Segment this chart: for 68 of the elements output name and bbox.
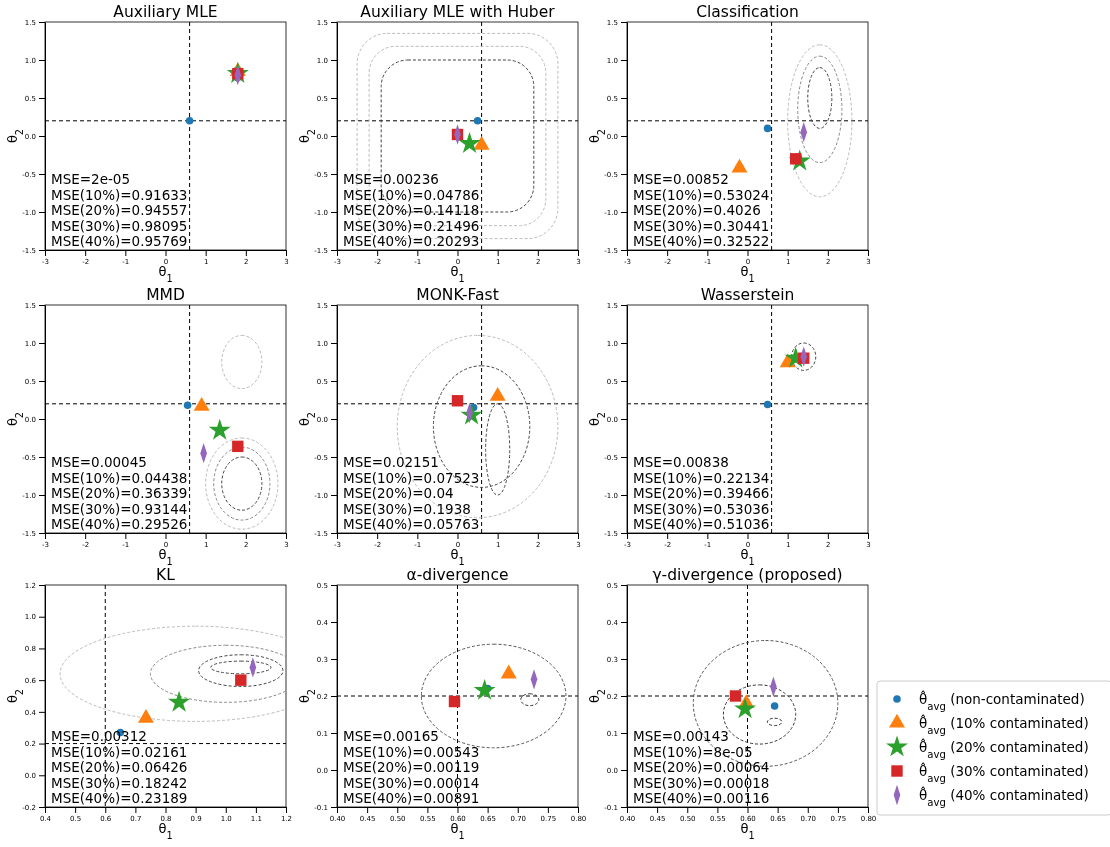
x-axis-title: θ$_{1}$ bbox=[450, 547, 465, 567]
chart-title: Auxiliary MLE bbox=[113, 3, 218, 21]
annotation: MSE(20%)=0.4026 bbox=[633, 202, 761, 218]
annotation: MSE=2e-05 bbox=[51, 171, 131, 187]
annotation: MSE(10%)=0.07523 bbox=[343, 469, 480, 486]
x-axis-title: θ$_{1}$ bbox=[740, 821, 755, 841]
legend-label: θ̂$_{avg}$ (10% contaminated) bbox=[919, 713, 1089, 736]
annotation: MSE(40%)=0.32522 bbox=[633, 233, 770, 249]
annotation: MSE(40%)=0.05763 bbox=[343, 516, 480, 532]
legend-label: θ̂$_{avg}$ (20% contaminated) bbox=[919, 737, 1089, 760]
annotation: MSE(30%)=0.53036 bbox=[633, 500, 770, 517]
annotation: MSE(10%)=0.00543 bbox=[343, 743, 480, 760]
annotation: MSE=0.00143 bbox=[633, 728, 729, 744]
annotation: MSE(20%)=0.00119 bbox=[343, 759, 480, 775]
annotation: MSE(10%)=8e-05 bbox=[633, 743, 753, 760]
annotation: MSE(10%)=0.02161 bbox=[51, 743, 188, 760]
annotation: MSE(30%)=0.1938 bbox=[343, 500, 471, 517]
annotation: MSE(30%)=0.30441 bbox=[633, 217, 770, 234]
annotation: MSE(20%)=0.14118 bbox=[343, 202, 480, 218]
annotation: MSE(10%)=0.91633 bbox=[51, 186, 188, 203]
annotation: MSE=0.00045 bbox=[51, 454, 147, 470]
chart-title: Auxiliary MLE with Huber bbox=[360, 3, 556, 21]
annotation: MSE=0.00236 bbox=[343, 171, 439, 187]
annotation: MSE(40%)=0.23189 bbox=[51, 790, 188, 806]
chart-title: Wasserstein bbox=[700, 286, 795, 304]
annotation: MSE(20%)=0.04 bbox=[343, 485, 454, 501]
annotation: MSE=0.00852 bbox=[633, 171, 729, 187]
annotation: MSE(40%)=0.29526 bbox=[51, 516, 188, 532]
annotation: MSE(30%)=0.18242 bbox=[51, 774, 188, 791]
chart-title: γ-divergence (proposed) bbox=[652, 566, 843, 584]
annotation: MSE(10%)=0.04438 bbox=[51, 469, 188, 486]
annotation: MSE(40%)=0.20293 bbox=[343, 233, 480, 249]
annotation: MSE=0.00838 bbox=[633, 454, 729, 470]
x-axis-title: θ$_{1}$ bbox=[740, 264, 755, 284]
annotation: MSE(20%)=0.39466 bbox=[633, 485, 770, 501]
chart-title: α-divergence bbox=[406, 566, 509, 584]
x-axis-title: θ$_{1}$ bbox=[158, 264, 173, 284]
chart-title: MONK-Fast bbox=[416, 286, 499, 304]
annotation: MSE(30%)=0.00014 bbox=[343, 774, 480, 791]
annotation: MSE(20%)=0.00064 bbox=[633, 759, 770, 775]
annotation: MSE(40%)=0.00116 bbox=[633, 790, 770, 806]
annotation: MSE=0.02151 bbox=[343, 454, 439, 470]
legend-label: θ̂$_{avg}$ (40% contaminated) bbox=[919, 785, 1089, 808]
legend-label: θ̂$_{avg}$ (non-contaminated) bbox=[919, 689, 1085, 712]
x-axis-title: θ$_{1}$ bbox=[740, 547, 755, 567]
annotation: MSE(20%)=0.36339 bbox=[51, 485, 188, 501]
annotation: MSE(30%)=0.93144 bbox=[51, 500, 188, 517]
annotation: MSE(40%)=0.95769 bbox=[51, 233, 188, 249]
annotation: MSE=0.00312 bbox=[51, 728, 147, 744]
annotation: MSE(30%)=0.00018 bbox=[633, 774, 770, 791]
chart-title: KL bbox=[156, 566, 176, 584]
annotation: MSE(10%)=0.53024 bbox=[633, 186, 770, 203]
x-axis-title: θ$_{1}$ bbox=[450, 821, 465, 841]
x-axis-title: θ$_{1}$ bbox=[158, 547, 173, 567]
annotation: MSE(10%)=0.22134 bbox=[633, 469, 770, 486]
annotation: MSE(20%)=0.06426 bbox=[51, 759, 188, 775]
chart-title: MMD bbox=[146, 286, 185, 304]
x-axis-title: θ$_{1}$ bbox=[158, 821, 173, 841]
annotation: MSE(40%)=0.51036 bbox=[633, 516, 770, 532]
legend-label: θ̂$_{avg}$ (30% contaminated) bbox=[919, 761, 1089, 784]
chart-title: Classification bbox=[696, 3, 799, 21]
annotation: MSE(40%)=0.00891 bbox=[343, 790, 480, 806]
x-axis-title: θ$_{1}$ bbox=[450, 264, 465, 284]
annotation: MSE(30%)=0.21496 bbox=[343, 217, 480, 234]
annotation: MSE(10%)=0.04786 bbox=[343, 186, 480, 203]
annotation: MSE(20%)=0.94557 bbox=[51, 202, 188, 218]
annotation: MSE=0.00165 bbox=[343, 728, 439, 744]
annotation: MSE(30%)=0.98095 bbox=[51, 217, 188, 234]
